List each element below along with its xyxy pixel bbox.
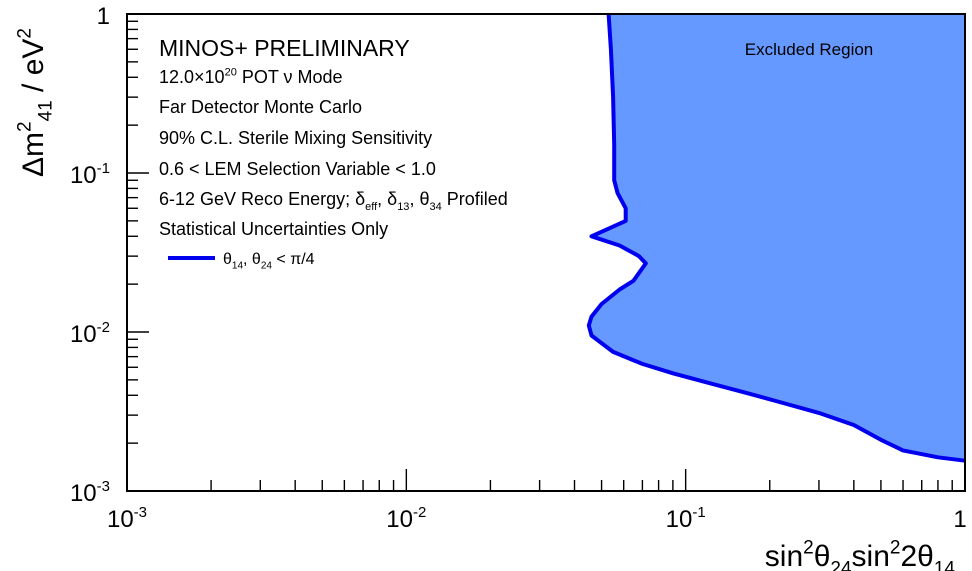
x-tick-label: 1: [953, 506, 966, 533]
tick-labels: 10-3 10-2 10-1 1 10-3 10-2 10-1 1: [70, 3, 967, 533]
legend-label: θ14, θ24 < π/4: [223, 251, 315, 272]
excluded-region-label: Excluded Region: [745, 40, 874, 59]
plot-frame: [126, 13, 966, 492]
annotation-line: Far Detector Monte Carlo: [159, 97, 362, 117]
annotation-line: 6-12 GeV Reco Energy; δeff, δ13, θ34 Pro…: [159, 189, 508, 213]
annotation-line: 0.6 < LEM Selection Variable < 1.0: [159, 159, 436, 179]
y-axis-label: Δm241 / eV2: [14, 28, 56, 177]
contour-layer: [586, 13, 966, 463]
y-tick-label: 10-3: [70, 478, 110, 507]
x-tick-label: 10-1: [666, 504, 706, 533]
annotation-line: 12.0×1020 POT ν Mode: [159, 66, 343, 87]
annotations: sin2θ24sin22θ14 Δm241 / eV2 Excluded Regio…: [14, 28, 955, 571]
excluded-region-layer: [588, 14, 965, 461]
y-tick-label: 10-1: [70, 160, 110, 189]
annotation-line: 90% C.L. Sterile Mixing Sensitivity: [159, 128, 432, 148]
sensitivity-contour-line: [586, 13, 966, 463]
y-tick-label: 10-2: [70, 319, 110, 348]
tick-marks: [126, 20, 953, 492]
x-tick-label: 10-3: [107, 504, 147, 533]
y-tick-label: 1: [97, 3, 110, 30]
excluded-region-fill: [588, 14, 965, 461]
x-tick-label: 10-2: [386, 504, 426, 533]
annotation-line: Statistical Uncertainties Only: [159, 219, 388, 239]
x-axis-label: sin2θ24sin22θ14: [765, 537, 956, 571]
preliminary-title: MINOS+ PRELIMINARY: [159, 35, 410, 61]
